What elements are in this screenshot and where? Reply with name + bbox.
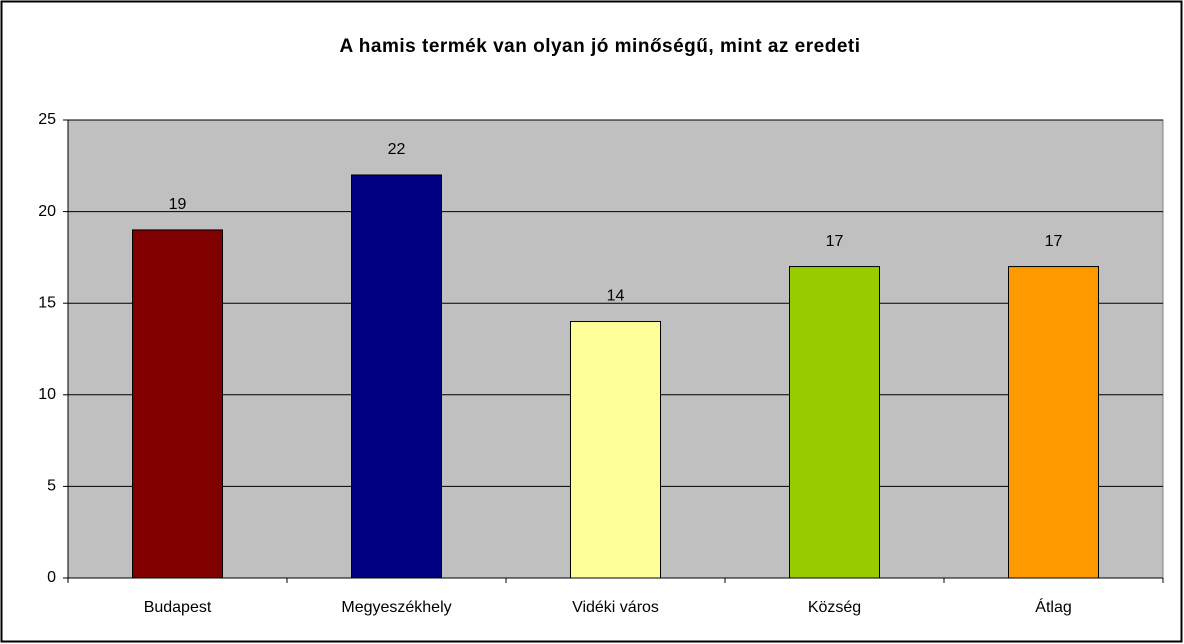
- x-tick-label: Megyeszékhely: [341, 599, 451, 616]
- y-tick-label: 5: [47, 478, 56, 495]
- x-tick-label: Átlag: [1035, 597, 1071, 616]
- y-tick-label: 20: [38, 203, 56, 220]
- x-tick-label: Község: [808, 599, 861, 616]
- x-tick-label: Vidéki város: [572, 599, 659, 616]
- data-label: 17: [826, 233, 844, 250]
- chart-title: A hamis termék van olyan jó minőségű, mi…: [340, 36, 861, 57]
- y-tick-label: 25: [38, 111, 56, 128]
- data-label: 19: [169, 196, 187, 213]
- bar: [570, 321, 661, 579]
- data-label: 22: [388, 141, 406, 158]
- y-tick-label: 10: [38, 386, 56, 403]
- bar: [351, 174, 442, 579]
- data-label: 14: [607, 288, 625, 305]
- bar: [132, 229, 223, 579]
- y-tick-label: 0: [47, 569, 56, 586]
- y-tick-label: 15: [38, 294, 56, 311]
- data-label: 17: [1045, 233, 1063, 250]
- bar: [789, 266, 880, 579]
- x-tick-label: Budapest: [144, 599, 212, 616]
- bar: [1008, 266, 1099, 579]
